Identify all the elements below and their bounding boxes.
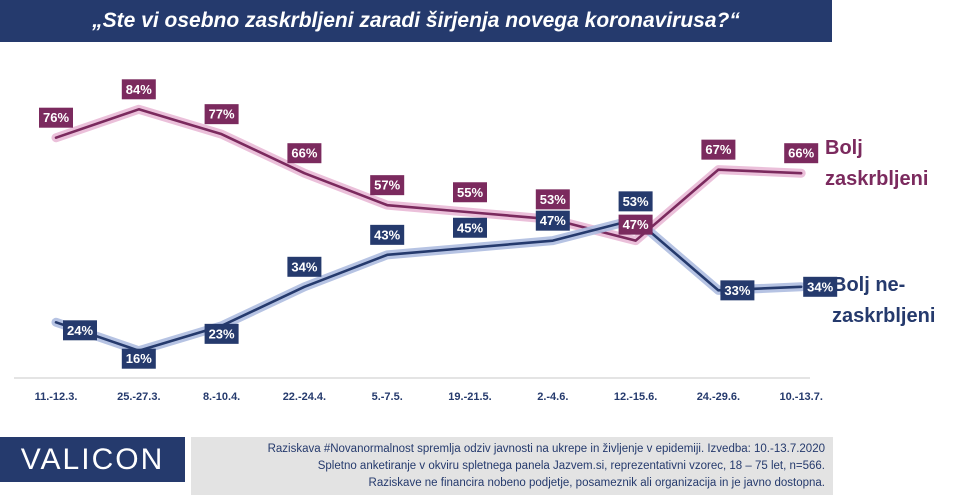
data-label-bolj-ne-zaskrbljeni: 16% [126, 351, 152, 366]
data-label-box-bolj-zaskrbljeni [784, 143, 819, 164]
data-label-box-bolj-zaskrbljeni [287, 143, 322, 164]
data-label-box-bolj-ne-zaskrbljeni [287, 256, 322, 277]
data-label-bolj-zaskrbljeni: 84% [126, 82, 152, 97]
x-tick-label: 12.-15.6. [614, 391, 657, 403]
data-label-box-bolj-ne-zaskrbljeni [204, 323, 239, 344]
x-tick-label: 8.-10.4. [203, 391, 240, 403]
data-label-box-bolj-zaskrbljeni [701, 139, 736, 160]
x-tick-label: 25.-27.3. [117, 391, 160, 403]
data-label-bolj-zaskrbljeni: 55% [457, 185, 483, 200]
x-tick-label: 11.-12.3. [35, 391, 78, 403]
data-label-bolj-ne-zaskrbljeni: 33% [724, 283, 750, 298]
legend-bolj-ne-zaskrbljeni: zaskrbljeni [832, 305, 935, 327]
data-label-bolj-zaskrbljeni: 77% [209, 107, 235, 122]
data-label-box-bolj-zaskrbljeni [618, 214, 653, 235]
data-label-bolj-ne-zaskrbljeni: 34% [807, 279, 833, 294]
valicon-logo: VALICON [0, 437, 185, 482]
data-label-box-bolj-ne-zaskrbljeni [535, 210, 570, 231]
legend-bolj-zaskrbljeni: zaskrbljeni [825, 168, 928, 190]
data-label-bolj-ne-zaskrbljeni: 47% [540, 213, 566, 228]
footer-note-line-3: Raziskave ne financira nobeno podjetje, … [368, 477, 825, 489]
data-label-box-bolj-zaskrbljeni [121, 79, 156, 100]
data-label-bolj-ne-zaskrbljeni: 43% [374, 227, 400, 242]
x-tick-label: 5.-7.5. [372, 391, 403, 403]
data-label-box-bolj-zaskrbljeni [370, 175, 405, 196]
data-label-bolj-ne-zaskrbljeni: 53% [623, 194, 649, 209]
line-chart: 11.-12.3. 25.-27.3. 8.-10.4. 22.-24.4. 5.-7.… [14, 79, 935, 403]
data-label-box-bolj-zaskrbljeni [535, 189, 570, 210]
data-label-bolj-ne-zaskrbljeni: 34% [291, 259, 317, 274]
series-line-bolj-zaskrbljeni [54, 108, 803, 242]
data-label-bolj-zaskrbljeni: 53% [540, 192, 566, 207]
data-label-box-bolj-ne-zaskrbljeni [121, 348, 156, 369]
data-label-bolj-ne-zaskrbljeni: 23% [209, 326, 235, 341]
footer-note-line-2: Spletno anketiranje v okviru spletnega p… [317, 460, 825, 472]
data-label-box-bolj-ne-zaskrbljeni [63, 320, 97, 341]
x-tick-label: 10.-13.7. [779, 391, 822, 403]
data-label-box-bolj-ne-zaskrbljeni [618, 191, 653, 212]
data-label-bolj-zaskrbljeni: 67% [705, 142, 731, 157]
x-tick-label: 24.-29.6. [697, 391, 740, 403]
data-label-bolj-zaskrbljeni: 47% [623, 217, 649, 232]
logo-text: VALICON [20, 442, 165, 476]
title-bar: „Ste vi osebno zaskrbljeni zaradi širjen… [0, 0, 832, 42]
data-label-bolj-ne-zaskrbljeni: 24% [67, 323, 93, 338]
x-tick-label: 22.-24.4. [283, 391, 326, 403]
data-label-box-bolj-ne-zaskrbljeni [370, 224, 405, 245]
data-label-box-bolj-ne-zaskrbljeni [720, 280, 755, 301]
data-label-bolj-zaskrbljeni: 66% [291, 146, 317, 161]
chart-title: „Ste vi osebno zaskrbljeni zaradi širjen… [92, 9, 740, 32]
series-glow-bolj-ne-zaskrbljeni [51, 214, 806, 356]
series-line-bolj-ne-zaskrbljeni [54, 218, 803, 353]
data-label-box-bolj-zaskrbljeni [453, 182, 487, 203]
data-label-box-bolj-zaskrbljeni [204, 104, 239, 125]
data-label-box-bolj-ne-zaskrbljeni [453, 217, 487, 238]
legend-bolj-ne-zaskrbljeni: Bolj ne- [832, 274, 905, 296]
data-label-box-bolj-zaskrbljeni [39, 107, 73, 128]
footer-note: Raziskava #Novanormalnost spremlja odziv… [191, 437, 833, 495]
data-label-bolj-zaskrbljeni: 76% [43, 110, 69, 125]
data-label-box-bolj-ne-zaskrbljeni [803, 276, 838, 297]
data-label-bolj-zaskrbljeni: 66% [788, 146, 814, 161]
series-glow-bolj-zaskrbljeni [51, 104, 806, 246]
data-label-bolj-ne-zaskrbljeni: 45% [457, 220, 483, 235]
data-label-bolj-zaskrbljeni: 57% [374, 178, 400, 193]
x-tick-label: 19.-21.5. [448, 391, 491, 403]
legend-bolj-zaskrbljeni: Bolj [825, 137, 863, 159]
x-tick-label: 2.-4.6. [537, 391, 568, 403]
footer-note-line-1: Raziskava #Novanormalnost spremlja odziv… [267, 443, 825, 455]
